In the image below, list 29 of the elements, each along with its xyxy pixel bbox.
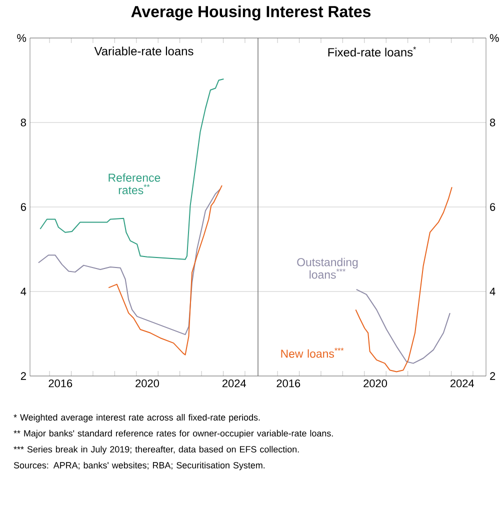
y-tick-label: 2 <box>490 372 496 380</box>
y-tick-label: % <box>17 34 26 42</box>
y-tick-label: 8 <box>490 118 496 126</box>
y-tick-label: 6 <box>20 203 26 211</box>
x-tick-label: 2024 <box>222 380 246 388</box>
line-series <box>108 184 222 356</box>
y-tick-label: 6 <box>490 203 496 211</box>
series-label: Outstanding loans$^{***}$ <box>297 258 358 279</box>
x-tick-label: 2020 <box>364 380 388 388</box>
y-tick-label: % <box>490 34 499 42</box>
y-tick-label: 4 <box>20 288 26 296</box>
text: Variable-rate loans <box>94 46 194 56</box>
text: New loans$^{***}$ <box>281 348 344 358</box>
x-tick-label: 2024 <box>450 380 474 388</box>
line-series <box>356 288 450 364</box>
source-note: Sources: APRA; banks' websites; RBA; Securitisation System. <box>14 462 265 470</box>
text: * Weighted average interest rate across all fixed-rate periods. <box>14 414 260 422</box>
line-series <box>40 78 224 260</box>
y-tick-label: 2 <box>20 372 26 380</box>
x-tick-label: 2020 <box>136 380 160 388</box>
x-tick-label: 2016 <box>48 380 72 388</box>
text: Reference rates$^{**}$ <box>108 173 160 194</box>
text: *** Series break in July 2019; thereafter, data based on EFS collection. <box>14 446 299 454</box>
y-tick-label: 8 <box>20 118 26 126</box>
text: Fixed-rate loans$^{*}$ <box>328 46 416 57</box>
y-tick-label: 4 <box>490 288 496 296</box>
chart-title: Average Housing Interest Rates <box>131 6 370 20</box>
text: ** Major banks' standard reference rates for owner-occupier variable-rate loans. <box>14 430 333 438</box>
x-tick-label: 2016 <box>276 380 300 388</box>
